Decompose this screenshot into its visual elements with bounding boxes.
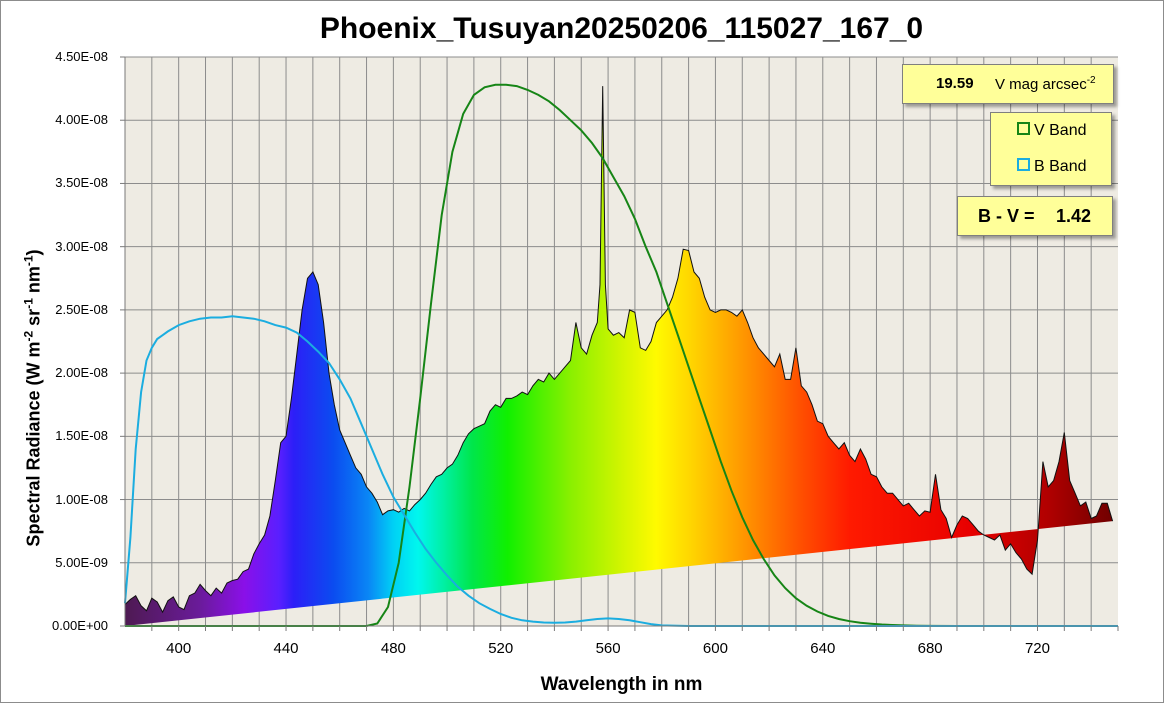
x-tick-label: 720	[1024, 640, 1050, 657]
y-tick-label: 1.50E-08	[55, 428, 108, 444]
legend-item-v-band: V Band	[1017, 122, 1086, 140]
v-band-curve	[125, 83, 1118, 627]
spectrum-area	[125, 86, 1113, 627]
sky-brightness-box: 19.59 V mag arcsec-2	[902, 64, 1114, 104]
spectrum-outline	[124, 86, 1114, 614]
chart-title: Phoenix_Tusuyan20250206_115027_167_0	[319, 12, 924, 45]
y-tick-label: 0.00E+00	[51, 618, 108, 633]
y-tick-label: 1.00E-08	[55, 491, 108, 507]
y-label-part: sr	[23, 308, 44, 331]
color-index-label: B - V =	[978, 206, 1035, 226]
x-tick-label: 600	[702, 640, 728, 657]
x-axis-label: Wavelength in nm	[540, 674, 703, 695]
x-tick-label: 440	[273, 640, 299, 657]
x-tick-label: 640	[810, 640, 836, 657]
y-label-part: Spectral Radiance (W m	[23, 341, 44, 547]
legend: V Band B Band	[990, 112, 1112, 186]
y-label-sup: -2	[21, 330, 36, 342]
b-band-curve	[124, 315, 1118, 627]
y-tick-label: 3.00E-08	[55, 238, 108, 254]
legend-swatch-v	[1017, 122, 1030, 136]
y-axis-label: Spectral Radiance (W m-2 sr-1 nm-1)	[22, 249, 45, 546]
x-tick-label: 400	[166, 640, 192, 657]
color-index-box: B - V = 1.42	[957, 196, 1113, 236]
y-label-part: )	[23, 249, 44, 256]
legend-label-v: V Band	[1034, 122, 1087, 139]
legend-item-b-band: B Band	[1017, 158, 1086, 176]
y-tick-label: 3.50E-08	[55, 175, 108, 191]
x-tick-label: 680	[917, 640, 943, 657]
sky-brightness-value: 19.59	[936, 75, 974, 92]
color-index-value: 1.42	[1056, 206, 1092, 226]
y-tick-label: 4.00E-08	[55, 112, 108, 128]
unit-sup: -2	[1086, 75, 1096, 86]
unit-text: V mag arcsec	[995, 76, 1087, 93]
y-label-part: nm	[23, 266, 44, 299]
x-tick-label: 480	[380, 640, 406, 657]
y-tick-label: 2.50E-08	[55, 301, 108, 317]
sky-brightness-unit: V mag arcsec-2	[995, 75, 1096, 93]
y-label-sup: -1	[21, 298, 36, 309]
x-tick-label: 560	[595, 640, 621, 657]
y-tick-label: 5.00E-09	[55, 554, 108, 570]
x-tick-label: 520	[488, 640, 514, 657]
y-tick-label: 4.50E-08	[55, 49, 108, 64]
y-tick-label: 2.00E-08	[55, 365, 108, 381]
y-label-sup: -1	[21, 255, 36, 267]
legend-label-b: B Band	[1034, 158, 1087, 175]
legend-swatch-b	[1017, 158, 1030, 172]
